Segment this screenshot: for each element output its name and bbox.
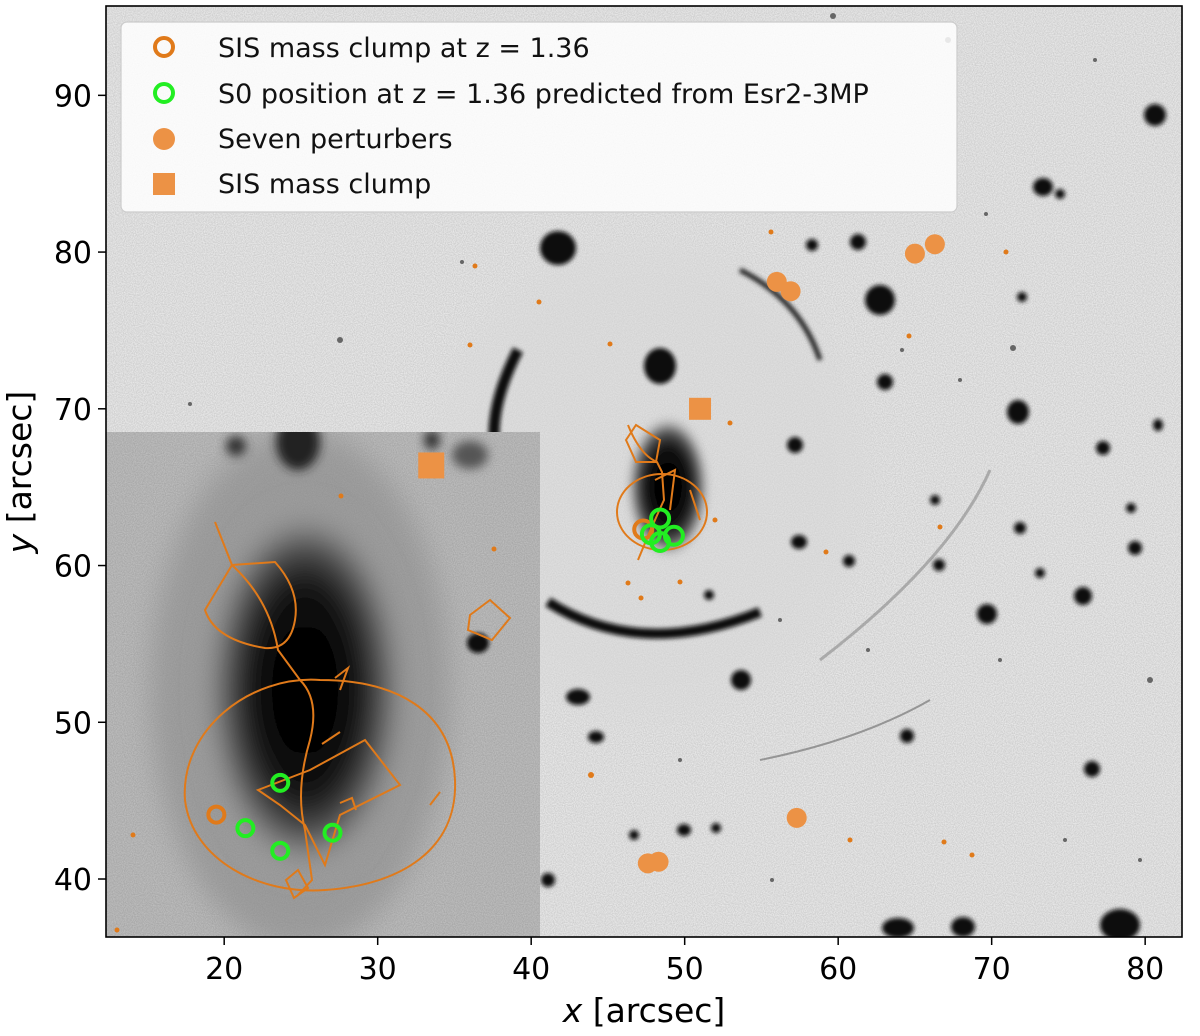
x-tick-label-80: 80	[1126, 952, 1164, 987]
legend-marker-s0-position	[153, 82, 175, 104]
y-axis-label-unit: [arcsec]	[0, 391, 39, 534]
faint-objects	[188, 13, 1153, 882]
marker-s3-p0-main	[689, 397, 712, 420]
y-tick-label-70: 70	[54, 393, 92, 428]
inset-top-right-object	[452, 441, 488, 469]
y-tick-label-50: 50	[54, 706, 92, 741]
marker-s2-p1-main	[780, 281, 801, 302]
lensed-arc-bottom	[545, 597, 762, 639]
y-tick-label-90: 90	[54, 79, 92, 114]
zoom-inset	[106, 432, 540, 937]
y-tick-label-80: 80	[54, 236, 92, 271]
y-axis-label: y [arcsec]	[0, 391, 39, 555]
x-tick-label-60: 60	[819, 952, 857, 987]
inset-top-object-2	[226, 436, 246, 456]
marker-s1-p2-inset	[270, 840, 291, 861]
marker-s1-p0-main	[649, 507, 672, 530]
field-objects	[540, 104, 1166, 937]
marker-s2-p3-main	[924, 234, 945, 255]
x-tick-label-20: 20	[205, 952, 243, 987]
x-axis-label-unit: [arcsec]	[582, 991, 725, 1030]
legend-label-perturbers: Seven perturbers	[218, 124, 453, 155]
axes-frame	[105, 5, 1183, 938]
marker-s1-p3-inset	[322, 822, 343, 843]
x-tick-label-30: 30	[359, 952, 397, 987]
legend-label-s0-position: S0 position at z = 1.36 predicted from E…	[218, 79, 869, 110]
legend: SIS mass clump at z = 1.36 S0 position a…	[120, 21, 958, 213]
faint-arc-lower	[759, 699, 931, 761]
legend-label-sis-clump-z: SIS mass clump at z = 1.36	[218, 33, 590, 64]
y-tick-label-60: 60	[54, 550, 92, 585]
marker-s1-p1-inset	[235, 818, 256, 839]
legend-label-sis-clump: SIS mass clump	[218, 169, 431, 200]
marker-s1-p0-inset	[270, 772, 291, 793]
marker-s2-p2-main	[904, 243, 925, 264]
inset-right-object	[467, 633, 489, 653]
critical-specks	[114, 229, 1009, 933]
data-markers	[206, 234, 945, 874]
marker-s2-p4-main	[786, 807, 807, 828]
x-axis-ticks: 20 30 40 50 60 70 80	[205, 937, 1164, 987]
legend-box	[120, 21, 958, 213]
x-tick-label-70: 70	[973, 952, 1011, 987]
x-axis-label-var: x	[562, 991, 583, 1030]
inset-top-object	[276, 432, 320, 470]
marker-s0-p0-inset	[206, 804, 227, 825]
legend-marker-sis-clump	[153, 173, 175, 195]
marker-s3-p0-inset	[418, 452, 445, 479]
critical-curves-inset	[183, 521, 512, 900]
inset-top-object-3	[424, 432, 440, 450]
marker-s2-p6-main	[648, 851, 669, 872]
x-tick-label-40: 40	[512, 952, 550, 987]
faint-arc-right	[819, 469, 992, 662]
inset-galaxy	[205, 505, 405, 875]
legend-marker-sis-clump-z	[153, 36, 175, 58]
y-tick-label-40: 40	[54, 863, 92, 898]
y-axis-ticks: 40 50 60 70 80 90	[54, 79, 106, 898]
y-axis-label-var: y	[0, 533, 39, 554]
x-tick-label-50: 50	[666, 952, 704, 987]
legend-marker-perturbers	[153, 128, 175, 150]
marker-s1-p3-main	[662, 524, 685, 547]
x-axis-label: x [arcsec]	[562, 991, 726, 1030]
lensed-arc-top	[738, 267, 823, 361]
